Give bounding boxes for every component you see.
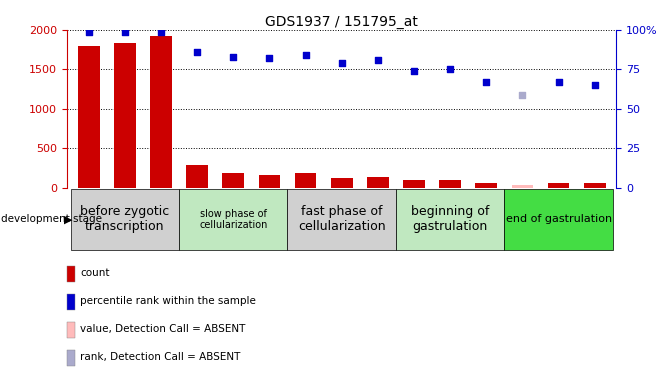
Point — [481, 79, 492, 85]
Bar — [367, 177, 389, 188]
Point — [192, 49, 202, 55]
Text: rank, Detection Call = ABSENT: rank, Detection Call = ABSENT — [80, 352, 241, 362]
Bar — [547, 183, 570, 188]
FancyBboxPatch shape — [396, 189, 505, 250]
FancyBboxPatch shape — [505, 189, 613, 250]
Point — [409, 68, 419, 74]
Point — [590, 82, 600, 88]
Bar — [67, 350, 75, 366]
Point — [517, 92, 528, 98]
Text: count: count — [80, 268, 110, 278]
Bar — [67, 294, 75, 310]
Bar — [78, 46, 100, 188]
Bar — [222, 173, 244, 188]
Text: development stage: development stage — [1, 214, 103, 224]
Bar — [512, 185, 533, 188]
Bar — [295, 173, 316, 188]
Bar — [476, 183, 497, 188]
Bar — [259, 175, 280, 188]
Point — [119, 28, 130, 34]
Point — [300, 52, 311, 58]
Text: value, Detection Call = ABSENT: value, Detection Call = ABSENT — [80, 324, 246, 334]
Bar — [114, 43, 135, 188]
Text: percentile rank within the sample: percentile rank within the sample — [80, 296, 256, 306]
Bar — [186, 165, 208, 188]
Bar — [150, 36, 172, 188]
Bar — [584, 183, 606, 188]
Text: ▶: ▶ — [64, 214, 73, 224]
Text: beginning of
gastrulation: beginning of gastrulation — [411, 206, 489, 233]
Bar — [67, 322, 75, 338]
Text: before zygotic
transcription: before zygotic transcription — [80, 206, 170, 233]
FancyBboxPatch shape — [179, 189, 287, 250]
Bar — [67, 266, 75, 282]
Point — [553, 79, 564, 85]
Bar — [440, 180, 461, 188]
Point — [373, 57, 383, 63]
Title: GDS1937 / 151795_at: GDS1937 / 151795_at — [265, 15, 418, 29]
Bar — [403, 180, 425, 188]
Point — [336, 60, 347, 66]
Point — [264, 56, 275, 62]
Point — [228, 54, 239, 60]
FancyBboxPatch shape — [287, 189, 396, 250]
Point — [83, 28, 94, 34]
Point — [445, 66, 456, 72]
Text: end of gastrulation: end of gastrulation — [505, 214, 612, 224]
Text: slow phase of
cellularization: slow phase of cellularization — [199, 209, 267, 230]
Bar — [331, 178, 352, 188]
Text: fast phase of
cellularization: fast phase of cellularization — [298, 206, 385, 233]
Point — [155, 28, 166, 34]
FancyBboxPatch shape — [70, 189, 179, 250]
